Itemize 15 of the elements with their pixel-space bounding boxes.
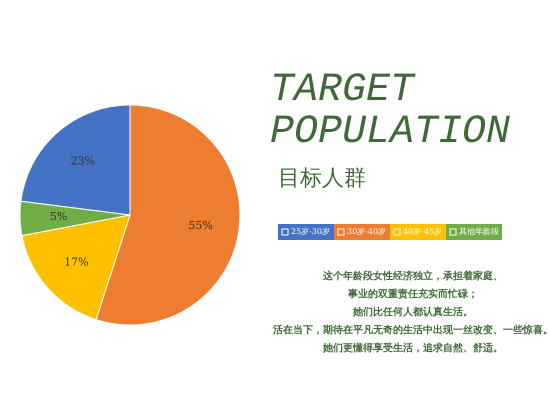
chart-title: TARGET POPULATION xyxy=(270,68,510,155)
text: 她们比任何人都认真生活。 xyxy=(352,306,473,318)
legend-label: 其他年龄段 xyxy=(459,227,499,236)
legend-label: 30岁-40岁 xyxy=(347,227,386,236)
data-label: 17% xyxy=(64,255,89,268)
text: 目标人群 xyxy=(278,166,366,191)
text: 活在当下，期待在平凡无奇的生活中出现一丝改变、一些惊喜。 xyxy=(272,324,550,336)
data-label: 5% xyxy=(50,210,68,224)
legend-label: 40岁-45岁 xyxy=(403,227,442,236)
text: 她们更懂得享受生活，追求自然、舒适。 xyxy=(322,342,503,354)
text: 事业的双重责任充实而忙碌； xyxy=(347,288,478,300)
data-label: 23% xyxy=(70,154,95,168)
data-label: 55% xyxy=(188,219,213,232)
legend-label: 25岁-30岁 xyxy=(291,227,330,236)
text: 这个年龄段女性经济独立，承担着家庭、 xyxy=(322,270,503,282)
